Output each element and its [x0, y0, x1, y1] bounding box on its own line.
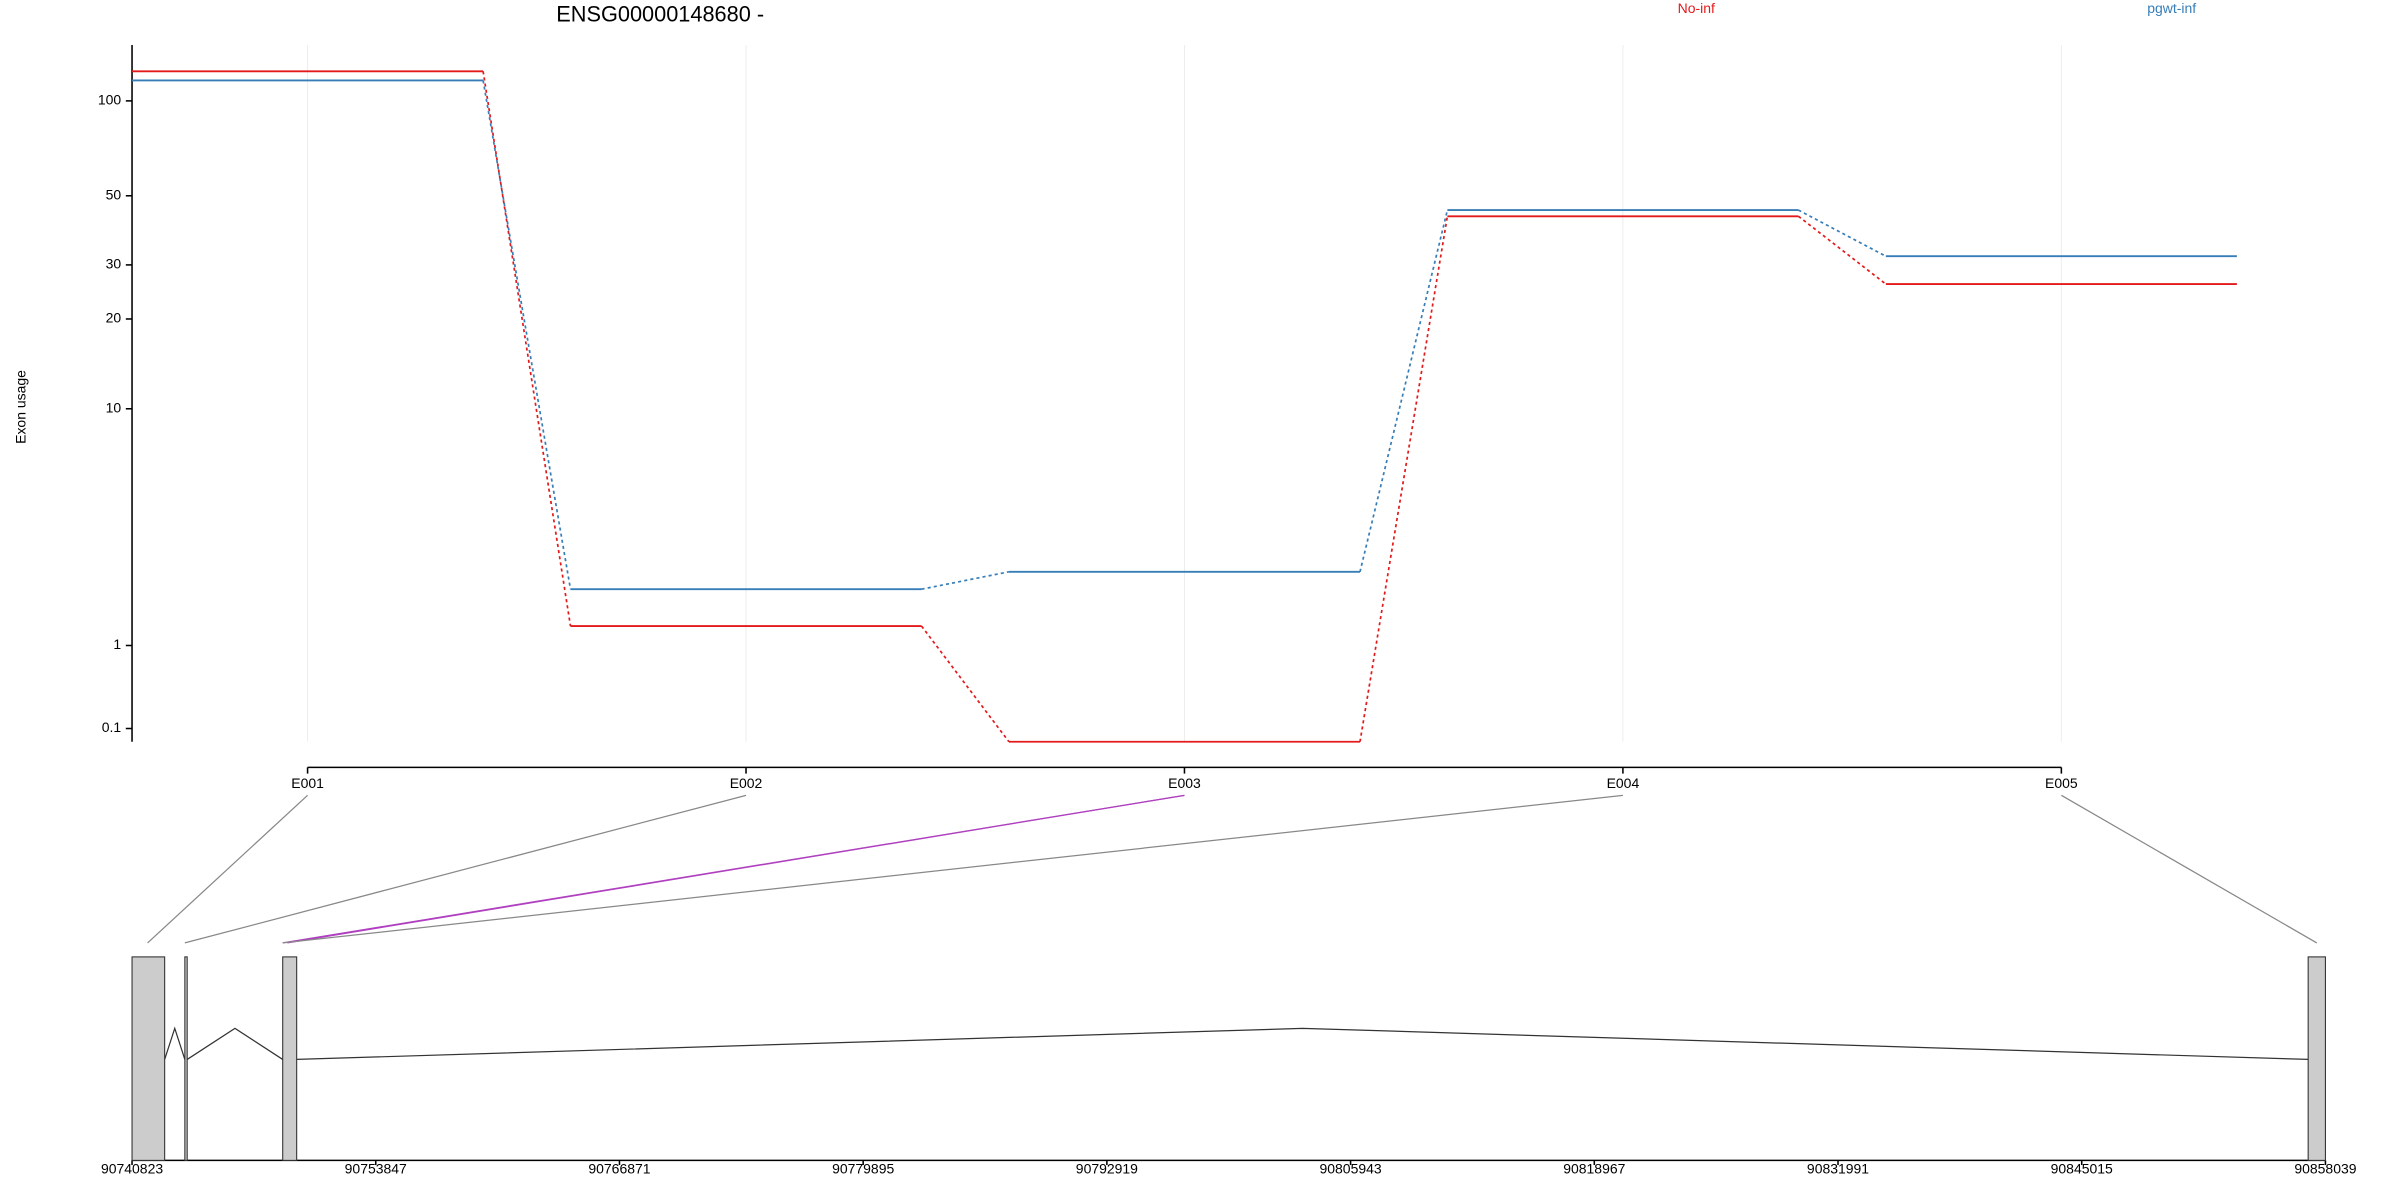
y-tick-label: 30	[106, 256, 122, 272]
y-tick-label: 0.1	[102, 719, 122, 735]
x-tick-label: E001	[291, 775, 324, 791]
connector	[482, 71, 572, 627]
intron	[164, 1026, 186, 1060]
y-tick-label: 10	[106, 399, 122, 415]
chart-title: ENSG00000148680 -	[556, 1, 764, 26]
genome-tick-label: 90753847	[345, 1160, 407, 1176]
exon	[184, 956, 188, 1161]
y-axis-label: Exon usage	[12, 370, 28, 444]
x-tick-label: E004	[1607, 775, 1640, 791]
legend-entry: pgwt-inf	[2147, 0, 2196, 16]
x-tick-label: E005	[2045, 775, 2078, 791]
y-tick-label: 1	[113, 636, 121, 652]
exon-link	[184, 794, 747, 944]
genome-tick-label: 90740823	[101, 1160, 163, 1176]
intron	[186, 1027, 284, 1060]
exon-link	[287, 794, 1185, 944]
exon-link	[147, 794, 308, 944]
legend-entry: No-inf	[1678, 0, 1715, 16]
genome-tick-label: 90845015	[2051, 1160, 2113, 1176]
genome-tick-label: 90779895	[832, 1160, 894, 1176]
y-tick-label: 20	[106, 310, 122, 326]
connector	[1797, 215, 1887, 285]
connector	[1798, 209, 1887, 257]
exon-link	[282, 794, 1623, 944]
connector	[482, 80, 572, 590]
x-tick-label: E003	[1168, 775, 1201, 791]
genome-tick-label: 90818967	[1563, 1160, 1625, 1176]
connector	[920, 625, 1010, 743]
y-tick-label: 100	[98, 92, 122, 108]
exon	[2307, 956, 2326, 1161]
exon	[131, 956, 166, 1161]
genome-tick-label: 90805943	[1320, 1160, 1382, 1176]
genome-tick-label: 90766871	[588, 1160, 650, 1176]
x-tick-label: E002	[730, 775, 763, 791]
genome-tick-label: 90831991	[1807, 1160, 1869, 1176]
connector	[1359, 216, 1449, 742]
exon	[282, 956, 298, 1161]
intron	[296, 1027, 2309, 1061]
exon-link	[2061, 794, 2318, 944]
connector	[1359, 209, 1449, 573]
connector	[921, 570, 1010, 591]
genome-tick-label: 90858039	[2294, 1160, 2356, 1176]
genome-tick-label: 90792919	[1076, 1160, 1138, 1176]
y-tick-label: 50	[106, 186, 122, 202]
